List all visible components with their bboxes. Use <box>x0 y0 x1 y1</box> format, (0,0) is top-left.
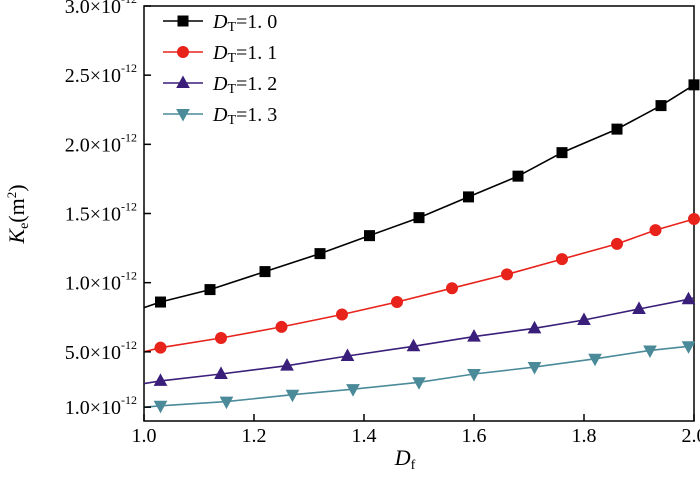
y-tick-label: 1.0×10-12 <box>65 269 137 295</box>
data-point <box>688 79 700 91</box>
x-axis: 1.0 1.2 1.4 1.6 1.8 2.0 <box>132 414 700 447</box>
legend-label: DT=1. 0 <box>212 11 277 35</box>
series-line <box>143 344 695 408</box>
data-point <box>215 332 227 344</box>
x-tick-label: 1.8 <box>572 425 597 447</box>
data-point <box>688 213 700 226</box>
data-point <box>204 284 216 296</box>
legend-item: DT=1. 3 <box>163 104 277 128</box>
data-point <box>632 301 646 314</box>
x-tick-label: 1.4 <box>352 425 377 447</box>
y-tick-label: 2.5×10-12 <box>65 61 137 87</box>
data-point <box>681 341 696 354</box>
data-point <box>177 46 189 58</box>
data-point <box>219 396 234 410</box>
data-point <box>467 368 481 382</box>
data-point <box>275 320 288 333</box>
series-1 <box>143 79 700 309</box>
data-point <box>412 377 426 390</box>
data-point <box>153 373 168 386</box>
data-point <box>391 296 403 309</box>
y-axis: 1.0×10-12 5.0×10-12 1.0×10-12 1.5×10-12 2.0×… <box>65 0 151 419</box>
legend-item: DT=1. 1 <box>163 42 277 66</box>
data-point <box>177 15 189 27</box>
y-axis-title: Ke(m2) <box>4 184 32 244</box>
data-point <box>446 282 458 295</box>
data-point <box>611 123 623 135</box>
y-tick-label: 5.0×10-12 <box>65 338 137 364</box>
series-layer <box>143 79 700 414</box>
data-point <box>577 312 591 326</box>
y-tick-label: 1.5×10-12 <box>65 200 137 226</box>
series-2 <box>143 213 700 354</box>
data-point <box>153 400 168 414</box>
data-point <box>527 320 542 334</box>
data-point <box>314 248 326 260</box>
data-point <box>588 353 602 367</box>
series-3 <box>143 291 696 386</box>
data-point <box>280 358 294 371</box>
data-point <box>611 237 623 250</box>
data-point <box>364 230 375 242</box>
y-tick-label: 3.0×10-12 <box>65 0 137 18</box>
data-point <box>655 100 667 112</box>
y-tick-label: 2.0×10-12 <box>65 130 137 156</box>
data-point <box>176 75 190 88</box>
data-point <box>556 147 568 159</box>
data-point <box>649 224 662 237</box>
y-tick-label: 1.0×10-12 <box>65 393 137 419</box>
series-4 <box>143 341 696 414</box>
data-point <box>214 366 228 379</box>
data-point <box>556 253 568 266</box>
series-line <box>143 218 695 353</box>
legend: DT=1. 0 DT=1. 1 DT=1. 2 DT=1. 3 <box>163 11 277 128</box>
legend-item: DT=1. 2 <box>163 73 277 97</box>
data-point <box>463 191 474 203</box>
data-point <box>467 329 481 342</box>
data-point <box>259 266 271 278</box>
x-tick-label: 1.6 <box>462 425 487 447</box>
legend-label: DT=1. 1 <box>212 42 277 66</box>
data-point <box>413 212 425 224</box>
data-point <box>340 348 355 361</box>
data-point <box>336 308 348 321</box>
data-point <box>406 338 421 352</box>
data-point <box>176 109 190 122</box>
series-line <box>143 297 695 385</box>
data-point <box>154 341 167 354</box>
data-point <box>681 291 696 305</box>
data-point <box>527 362 542 375</box>
x-tick-label: 1.0 <box>132 425 157 447</box>
data-point <box>285 389 300 403</box>
data-point <box>512 170 524 182</box>
data-point <box>643 345 657 358</box>
legend-item: DT=1. 0 <box>163 11 277 35</box>
data-point <box>501 268 513 281</box>
x-axis-title: Df <box>394 445 416 473</box>
data-point <box>155 296 166 308</box>
data-point <box>346 384 360 397</box>
x-tick-label: 2.0 <box>682 425 700 447</box>
legend-label: DT=1. 3 <box>212 104 277 128</box>
x-tick-label: 1.2 <box>242 425 267 447</box>
legend-label: DT=1. 2 <box>212 73 277 97</box>
